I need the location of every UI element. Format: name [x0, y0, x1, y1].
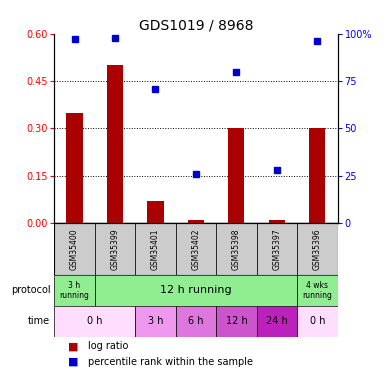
- Text: time: time: [28, 316, 50, 326]
- Text: 12 h: 12 h: [225, 316, 247, 326]
- Bar: [54, 306, 135, 337]
- Bar: [95, 223, 135, 275]
- Bar: [216, 223, 256, 275]
- Text: percentile rank within the sample: percentile rank within the sample: [88, 357, 253, 367]
- Text: 4 wks
running: 4 wks running: [302, 280, 332, 300]
- Text: GSM35396: GSM35396: [313, 228, 322, 270]
- Text: 3 h: 3 h: [148, 316, 163, 326]
- Text: ■: ■: [69, 357, 79, 367]
- Text: GSM35402: GSM35402: [191, 228, 201, 270]
- Bar: [54, 275, 95, 306]
- Text: GSM35397: GSM35397: [272, 228, 281, 270]
- Bar: [135, 223, 176, 275]
- Text: protocol: protocol: [10, 285, 50, 296]
- Bar: [188, 220, 204, 223]
- Bar: [269, 220, 285, 223]
- Text: 0 h: 0 h: [87, 316, 102, 326]
- Bar: [297, 306, 338, 337]
- Text: 6 h: 6 h: [188, 316, 204, 326]
- Text: GSM35400: GSM35400: [70, 228, 79, 270]
- Bar: [256, 223, 297, 275]
- Bar: [54, 223, 95, 275]
- Text: GSM35398: GSM35398: [232, 228, 241, 270]
- Bar: [147, 201, 164, 223]
- Bar: [107, 65, 123, 223]
- Text: ■: ■: [69, 342, 79, 351]
- Text: GSM35401: GSM35401: [151, 228, 160, 270]
- Bar: [135, 306, 176, 337]
- Text: 12 h running: 12 h running: [160, 285, 232, 296]
- Bar: [176, 223, 216, 275]
- Bar: [95, 275, 297, 306]
- Text: 3 h
running: 3 h running: [60, 280, 90, 300]
- Text: 0 h: 0 h: [310, 316, 325, 326]
- Text: GSM35399: GSM35399: [111, 228, 120, 270]
- Bar: [297, 223, 338, 275]
- Bar: [228, 129, 244, 223]
- Text: 24 h: 24 h: [266, 316, 288, 326]
- Bar: [297, 275, 338, 306]
- Text: log ratio: log ratio: [88, 342, 129, 351]
- Bar: [256, 306, 297, 337]
- Bar: [216, 306, 256, 337]
- Bar: [309, 129, 326, 223]
- Bar: [176, 306, 216, 337]
- Title: GDS1019 / 8968: GDS1019 / 8968: [139, 19, 253, 33]
- Bar: [66, 112, 83, 223]
